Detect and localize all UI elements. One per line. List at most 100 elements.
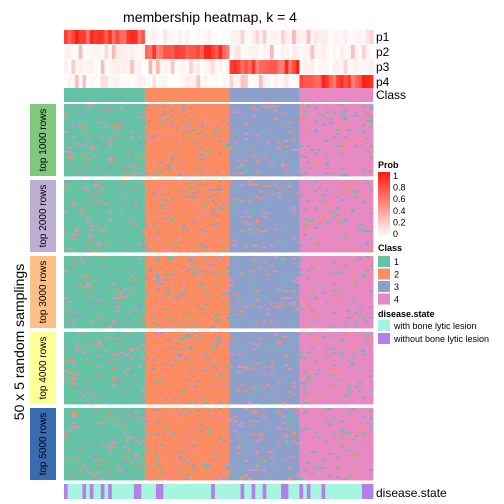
heatmap-cell bbox=[225, 138, 230, 141]
heatmap-cell bbox=[148, 136, 153, 139]
heatmap-cell bbox=[328, 109, 333, 112]
prob-cell bbox=[299, 45, 304, 59]
heatmap-cell bbox=[170, 174, 175, 177]
heatmap-cell bbox=[229, 118, 234, 121]
heatmap-cell bbox=[196, 129, 201, 132]
heatmap-cell bbox=[310, 116, 315, 119]
heatmap-cell bbox=[251, 116, 256, 119]
heatmap-cell bbox=[196, 140, 201, 143]
prob-cell bbox=[115, 60, 120, 74]
heatmap-cell bbox=[141, 140, 146, 143]
heatmap-cell bbox=[299, 105, 304, 108]
heatmap-cell bbox=[336, 174, 341, 177]
prob-cell bbox=[343, 30, 348, 44]
heatmap-cell bbox=[365, 113, 370, 116]
prob-cell bbox=[251, 45, 256, 59]
heatmap-cell bbox=[115, 107, 120, 110]
prob-cell bbox=[262, 45, 267, 59]
heatmap-cell bbox=[251, 122, 256, 125]
heatmap-cell bbox=[233, 122, 238, 125]
heatmap-cell bbox=[86, 134, 91, 137]
heatmap-cell bbox=[321, 107, 326, 110]
heatmap-cell bbox=[119, 120, 124, 123]
heatmap-cell bbox=[192, 138, 197, 141]
heatmap-cell bbox=[321, 132, 326, 135]
prob-cell bbox=[86, 60, 91, 74]
heatmap-cell bbox=[115, 114, 120, 117]
heatmap-cell bbox=[310, 107, 315, 110]
heatmap-cell bbox=[214, 131, 219, 134]
prob-cell bbox=[178, 75, 183, 89]
heatmap-cell bbox=[328, 132, 333, 135]
heatmap-cell bbox=[365, 104, 370, 107]
heatmap-cell bbox=[126, 107, 131, 110]
heatmap-cell bbox=[64, 118, 69, 121]
heatmap-cell bbox=[229, 122, 234, 125]
heatmap-cell bbox=[299, 122, 304, 125]
heatmap-cell bbox=[284, 120, 289, 123]
heatmap-cell bbox=[192, 104, 197, 107]
heatmap-cell bbox=[207, 125, 212, 128]
heatmap-cell bbox=[108, 105, 113, 108]
heatmap-cell bbox=[295, 107, 300, 110]
heatmap-cell bbox=[119, 111, 124, 114]
heatmap-cell bbox=[310, 132, 315, 135]
heatmap-cell bbox=[141, 105, 146, 108]
heatmap-cell bbox=[93, 131, 98, 134]
heatmap-cell bbox=[111, 138, 116, 141]
heatmap-cell bbox=[303, 125, 308, 128]
heatmap-cell bbox=[64, 123, 69, 126]
heatmap-cell bbox=[299, 120, 304, 123]
heatmap-cell bbox=[314, 174, 319, 177]
heatmap-cell bbox=[67, 138, 72, 141]
heatmap-cell bbox=[328, 111, 333, 114]
heatmap-cell bbox=[174, 107, 179, 110]
heatmap-cell bbox=[225, 134, 230, 137]
heatmap-cell bbox=[189, 138, 194, 141]
heatmap-cell bbox=[339, 125, 344, 128]
heatmap-cell bbox=[258, 138, 264, 141]
heatmap-cell bbox=[358, 122, 363, 125]
heatmap-cell bbox=[64, 134, 69, 137]
heatmap-cell bbox=[244, 105, 249, 108]
heatmap-cell bbox=[64, 174, 69, 177]
heatmap-cell bbox=[133, 140, 138, 143]
prob-cell bbox=[310, 45, 315, 59]
heatmap-cell bbox=[233, 123, 238, 126]
heatmap-cell bbox=[148, 120, 153, 123]
heatmap-cell bbox=[104, 136, 109, 139]
heatmap-cell bbox=[273, 114, 278, 117]
heatmap-cell bbox=[270, 127, 275, 130]
heatmap-cell bbox=[369, 113, 374, 116]
prob-cell bbox=[325, 60, 330, 74]
heatmap-cell bbox=[240, 118, 245, 121]
prob-cell bbox=[277, 30, 282, 44]
heatmap-cell bbox=[262, 113, 267, 116]
heatmap-cell bbox=[174, 140, 179, 143]
heatmap-cell bbox=[192, 105, 197, 108]
heatmap-cell bbox=[218, 122, 223, 125]
heatmap-cell bbox=[240, 129, 245, 132]
prob-cell bbox=[119, 75, 124, 89]
heatmap-cell bbox=[137, 116, 142, 119]
heatmap-cell bbox=[229, 107, 234, 110]
heatmap-cell bbox=[343, 118, 348, 121]
prob-cell bbox=[295, 75, 300, 89]
heatmap-cell bbox=[328, 123, 333, 126]
heatmap-cell bbox=[78, 125, 83, 128]
heatmap-cell bbox=[104, 131, 109, 134]
heatmap-cell bbox=[255, 131, 260, 134]
heatmap-cell bbox=[288, 132, 293, 135]
heatmap-cell bbox=[277, 138, 282, 141]
heatmap-cell bbox=[178, 127, 183, 130]
heatmap-cell bbox=[192, 109, 197, 112]
heatmap-cell bbox=[207, 123, 212, 126]
heatmap-cell bbox=[122, 138, 127, 141]
heatmap-cell bbox=[100, 129, 105, 132]
prob-cell bbox=[303, 45, 308, 59]
heatmap-cell bbox=[354, 127, 359, 130]
heatmap-cell bbox=[71, 174, 76, 177]
prob-cell bbox=[292, 60, 297, 74]
heatmap-cell bbox=[108, 116, 113, 119]
heatmap-cell bbox=[155, 136, 161, 139]
